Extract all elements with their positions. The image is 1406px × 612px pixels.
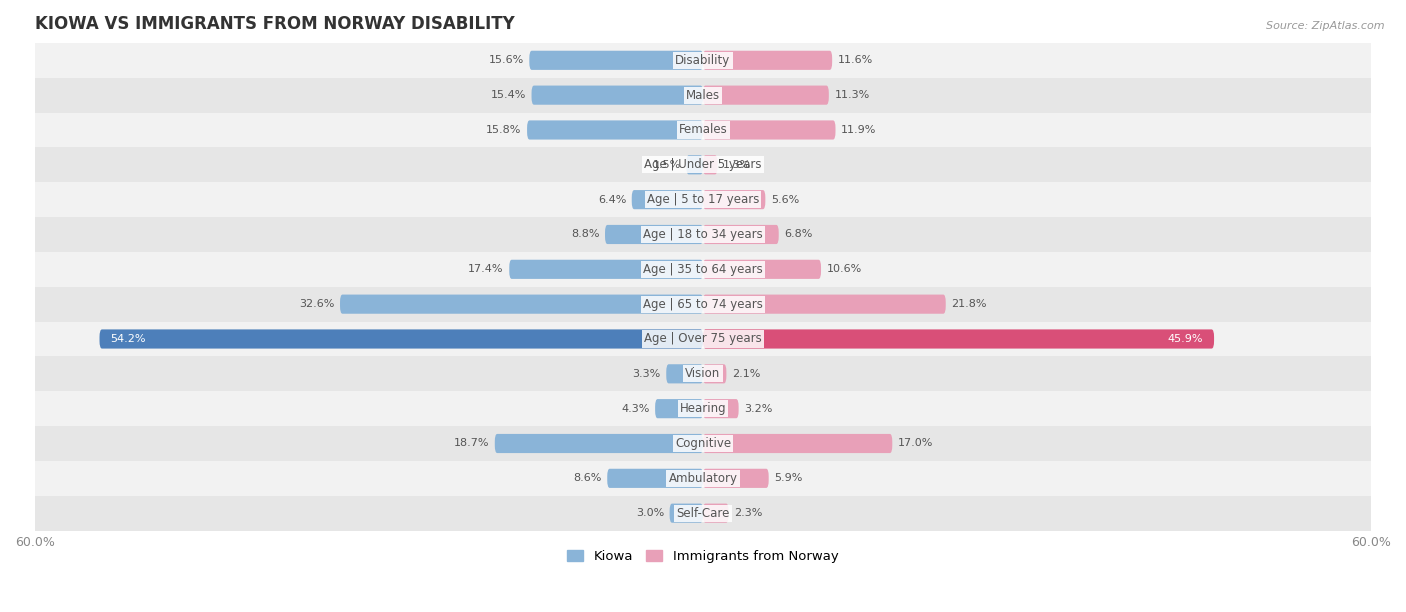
Text: 11.3%: 11.3% — [834, 90, 870, 100]
Text: KIOWA VS IMMIGRANTS FROM NORWAY DISABILITY: KIOWA VS IMMIGRANTS FROM NORWAY DISABILI… — [35, 15, 515, 33]
Text: 1.3%: 1.3% — [723, 160, 751, 170]
FancyBboxPatch shape — [703, 364, 727, 383]
Text: 1.5%: 1.5% — [652, 160, 681, 170]
Text: 3.3%: 3.3% — [633, 369, 661, 379]
Bar — [35, 43, 1371, 78]
Text: 2.1%: 2.1% — [733, 369, 761, 379]
Text: Disability: Disability — [675, 54, 731, 67]
FancyBboxPatch shape — [703, 469, 769, 488]
Text: Age | Over 75 years: Age | Over 75 years — [644, 332, 762, 346]
FancyBboxPatch shape — [529, 51, 703, 70]
FancyBboxPatch shape — [531, 86, 703, 105]
FancyBboxPatch shape — [703, 259, 821, 279]
Text: 11.6%: 11.6% — [838, 55, 873, 65]
Text: 17.0%: 17.0% — [898, 438, 934, 449]
Bar — [35, 287, 1371, 321]
Text: 3.2%: 3.2% — [744, 404, 772, 414]
Bar — [35, 496, 1371, 531]
Legend: Kiowa, Immigrants from Norway: Kiowa, Immigrants from Norway — [562, 544, 844, 568]
FancyBboxPatch shape — [495, 434, 703, 453]
Text: 8.8%: 8.8% — [571, 230, 599, 239]
FancyBboxPatch shape — [703, 86, 828, 105]
FancyBboxPatch shape — [607, 469, 703, 488]
Text: 45.9%: 45.9% — [1167, 334, 1204, 344]
FancyBboxPatch shape — [703, 434, 893, 453]
Text: 5.6%: 5.6% — [770, 195, 799, 204]
FancyBboxPatch shape — [703, 399, 738, 418]
Text: Age | 5 to 17 years: Age | 5 to 17 years — [647, 193, 759, 206]
Text: 8.6%: 8.6% — [574, 473, 602, 483]
FancyBboxPatch shape — [703, 225, 779, 244]
Bar — [35, 217, 1371, 252]
FancyBboxPatch shape — [527, 121, 703, 140]
Text: 3.0%: 3.0% — [636, 508, 664, 518]
Bar — [35, 252, 1371, 287]
FancyBboxPatch shape — [703, 121, 835, 140]
Text: 15.6%: 15.6% — [488, 55, 524, 65]
FancyBboxPatch shape — [509, 259, 703, 279]
Text: 6.8%: 6.8% — [785, 230, 813, 239]
Bar — [35, 78, 1371, 113]
Text: Source: ZipAtlas.com: Source: ZipAtlas.com — [1267, 21, 1385, 31]
Text: Self-Care: Self-Care — [676, 507, 730, 520]
FancyBboxPatch shape — [703, 504, 728, 523]
Text: Age | Under 5 years: Age | Under 5 years — [644, 159, 762, 171]
Text: 21.8%: 21.8% — [952, 299, 987, 309]
FancyBboxPatch shape — [703, 51, 832, 70]
Text: 6.4%: 6.4% — [598, 195, 626, 204]
Bar — [35, 426, 1371, 461]
FancyBboxPatch shape — [605, 225, 703, 244]
Text: 10.6%: 10.6% — [827, 264, 862, 274]
Text: Cognitive: Cognitive — [675, 437, 731, 450]
Text: 18.7%: 18.7% — [454, 438, 489, 449]
FancyBboxPatch shape — [655, 399, 703, 418]
Bar — [35, 391, 1371, 426]
Text: 15.4%: 15.4% — [491, 90, 526, 100]
FancyBboxPatch shape — [703, 329, 1213, 349]
FancyBboxPatch shape — [703, 294, 946, 314]
Bar — [35, 356, 1371, 391]
FancyBboxPatch shape — [686, 155, 703, 174]
Text: Hearing: Hearing — [679, 402, 727, 415]
Text: 15.8%: 15.8% — [486, 125, 522, 135]
Bar — [35, 147, 1371, 182]
Text: Ambulatory: Ambulatory — [668, 472, 738, 485]
Text: 5.9%: 5.9% — [775, 473, 803, 483]
FancyBboxPatch shape — [100, 329, 703, 349]
Text: 11.9%: 11.9% — [841, 125, 876, 135]
Text: 17.4%: 17.4% — [468, 264, 503, 274]
Text: 54.2%: 54.2% — [111, 334, 146, 344]
Bar — [35, 461, 1371, 496]
Text: Age | 35 to 64 years: Age | 35 to 64 years — [643, 263, 763, 276]
Bar — [35, 321, 1371, 356]
Bar — [35, 182, 1371, 217]
FancyBboxPatch shape — [703, 190, 765, 209]
FancyBboxPatch shape — [703, 155, 717, 174]
FancyBboxPatch shape — [666, 364, 703, 383]
FancyBboxPatch shape — [631, 190, 703, 209]
Text: 32.6%: 32.6% — [299, 299, 335, 309]
Text: 4.3%: 4.3% — [621, 404, 650, 414]
Text: Vision: Vision — [685, 367, 721, 380]
Text: Males: Males — [686, 89, 720, 102]
Text: Age | 18 to 34 years: Age | 18 to 34 years — [643, 228, 763, 241]
Text: 2.3%: 2.3% — [734, 508, 762, 518]
FancyBboxPatch shape — [669, 504, 703, 523]
FancyBboxPatch shape — [340, 294, 703, 314]
Text: Age | 65 to 74 years: Age | 65 to 74 years — [643, 297, 763, 311]
Bar — [35, 113, 1371, 147]
Text: Females: Females — [679, 124, 727, 136]
